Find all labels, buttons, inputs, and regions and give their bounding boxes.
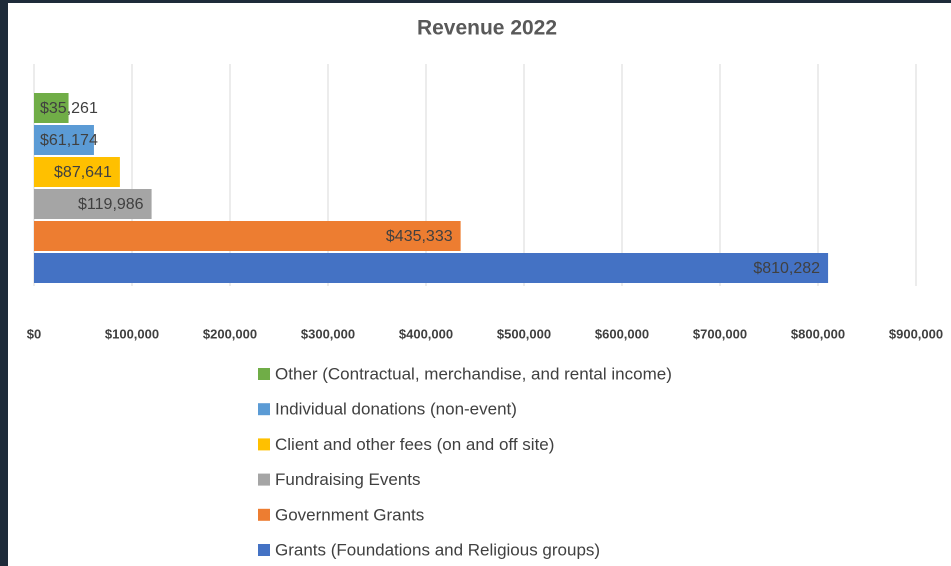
legend-swatch <box>258 403 270 416</box>
x-tick-label: $600,000 <box>595 326 649 341</box>
legend-swatch <box>258 544 270 556</box>
chart-title: Revenue 2022 <box>417 17 557 40</box>
x-tick-label: $900,000 <box>889 326 943 341</box>
legend-label: Government Grants <box>275 505 424 524</box>
data-label: $87,641 <box>54 164 112 181</box>
data-label: $61,174 <box>40 132 98 149</box>
x-tick-label: $0 <box>27 326 41 341</box>
data-label: $119,986 <box>78 196 144 213</box>
bar <box>34 253 829 283</box>
chart-area <box>8 3 951 566</box>
legend-label: Client and other fees (on and off site) <box>275 435 554 454</box>
legend-swatch <box>258 368 270 380</box>
x-tick-label: $200,000 <box>203 326 257 341</box>
legend-swatch <box>258 508 270 521</box>
bar <box>34 93 69 123</box>
bar <box>34 125 94 155</box>
legend-swatch <box>258 473 270 486</box>
legend-label: Individual donations (non-event) <box>275 400 517 419</box>
legend-label: Other (Contractual, merchandise, and ren… <box>275 364 672 383</box>
data-label: $35,261 <box>40 100 98 117</box>
bar <box>34 221 461 251</box>
x-tick-label: $300,000 <box>301 326 355 341</box>
data-label: $810,282 <box>753 260 820 277</box>
x-tick-label: $400,000 <box>399 326 453 341</box>
legend-swatch <box>258 438 270 451</box>
x-tick-label: $100,000 <box>105 326 159 341</box>
x-tick-label: $800,000 <box>791 326 845 341</box>
legend-label: Grants (Foundations and Religious groups… <box>275 540 600 559</box>
data-label: $435,333 <box>386 228 453 245</box>
bar <box>34 157 120 187</box>
x-tick-label: $700,000 <box>693 326 747 341</box>
bar <box>34 189 152 219</box>
x-tick-label: $500,000 <box>497 326 551 341</box>
legend-label: Fundraising Events <box>275 470 421 489</box>
